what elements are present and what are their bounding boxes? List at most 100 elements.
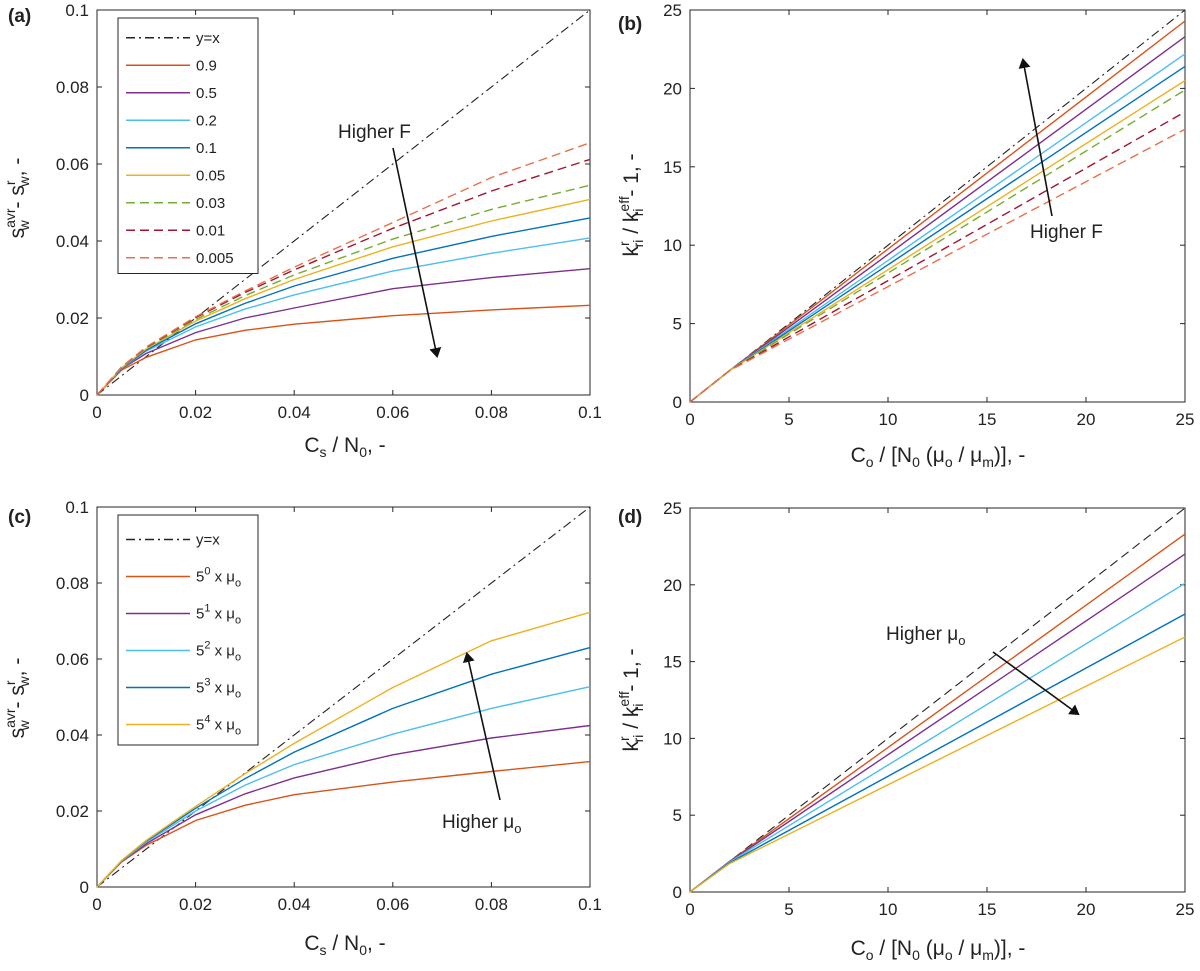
legend-label: 0.5 [196, 85, 217, 102]
x-tick-label: 0.08 [475, 403, 508, 422]
annotation-arrow-d [992, 651, 1080, 716]
x-tick-label: 15 [978, 900, 997, 919]
x-tick-label: 0.06 [376, 403, 409, 422]
y-tick-label: 0 [673, 393, 682, 412]
legend-label: 50 x μo [196, 566, 241, 590]
x-tick-label: 0.04 [278, 895, 311, 914]
x-tick-label: 20 [1077, 900, 1096, 919]
legend-label: 0.03 [196, 195, 225, 212]
y-axis-label-b: krri / keffri - 1, - [616, 153, 646, 256]
y-tick-label: 0.08 [56, 574, 89, 593]
series-line-0-9 [96, 304, 591, 396]
series-line-y-x [689, 507, 1186, 893]
y-tick-label: 0.1 [65, 1, 89, 20]
panel-label-d: (d) [618, 507, 642, 528]
x-tick-label: 0.06 [376, 895, 409, 914]
panel-d-chart: 0 5 10 15 20 25 0 5 10 15 20 25 [663, 499, 1194, 919]
y-tick-label: 20 [663, 79, 682, 98]
x-tick-label: 10 [879, 410, 898, 429]
y-tick-label: 5 [673, 806, 682, 825]
legend-label: 52 x μo [196, 640, 241, 664]
legend-label: y=x [196, 30, 220, 47]
annotation-arrow-b [1018, 58, 1053, 217]
series-line-0-5 [96, 268, 591, 396]
x-axis-label-c: Cs / N0, - [304, 932, 385, 958]
x-tick-label: 0 [92, 895, 101, 914]
panel-b-chart: 0 5 10 15 20 25 0 5 10 15 20 25 [663, 1, 1194, 429]
series-line-5-4-x-o [96, 611, 591, 888]
y-tick-label: 0.06 [56, 155, 89, 174]
x-axis-label-b: Co / [N0 (μo / μm)], - [851, 444, 1026, 470]
y-tick-label: 0.08 [56, 78, 89, 97]
series-line-0-005 [96, 142, 591, 396]
series-line-5-4-x-o [689, 636, 1186, 893]
legend-label: 0.1 [196, 140, 217, 157]
y-tick-label: 25 [663, 499, 682, 518]
y-tick-label: 15 [663, 653, 682, 672]
y-tick-label: 20 [663, 576, 682, 595]
legend-label: y=x [196, 532, 220, 549]
y-tick-label: 0.06 [56, 650, 89, 669]
x-tick-label: 0.02 [179, 895, 212, 914]
x-tick-label: 20 [1077, 410, 1096, 429]
x-tick-label: 10 [879, 900, 898, 919]
panel-c-chart: 0 0.02 0.04 0.06 0.08 0.1 0 0.02 0.04 0.06 0.08 0.1… [56, 498, 602, 914]
series-line-0-005 [689, 128, 1186, 403]
x-tick-label: 0 [92, 403, 101, 422]
panel-label-c: (c) [8, 507, 31, 528]
legend-label: 0.005 [196, 250, 234, 267]
x-tick-label: 0.04 [278, 403, 311, 422]
x-tick-label: 0 [685, 900, 694, 919]
legend-label: 0.9 [196, 57, 217, 74]
y-tick-label: 0.02 [56, 802, 89, 821]
y-tick-label: 25 [663, 1, 682, 20]
x-tick-label: 0.08 [475, 895, 508, 914]
x-tick-label: 0.1 [578, 403, 602, 422]
series-line-y-x [96, 9, 591, 396]
y-tick-label: 0.04 [56, 232, 89, 251]
annotation-arrow-c [462, 652, 501, 801]
annotation-higher-mu-d: Higher μo [886, 624, 965, 648]
panel-label-a: (a) [8, 6, 31, 27]
y-tick-label: 10 [663, 729, 682, 748]
x-tick-label: 25 [1176, 900, 1195, 919]
annotation-higher-f-b: Higher F [1030, 222, 1103, 243]
x-tick-label: 0.1 [578, 895, 602, 914]
y-tick-label: 0 [673, 883, 682, 902]
x-tick-label: 25 [1176, 410, 1195, 429]
x-axis-label-d: Co / [N0 (μo / μm)], - [851, 937, 1026, 963]
y-tick-label: 0 [80, 386, 89, 405]
legend-label: 0.05 [196, 167, 225, 184]
y-tick-label: 5 [673, 315, 682, 334]
series-line-y-x [689, 9, 1186, 403]
x-tick-label: 15 [978, 410, 997, 429]
x-tick-label: 5 [784, 900, 793, 919]
legend: y=x 0.9 0.5 0.2 0.1 0.05 0.03 0.01 0.005 [117, 17, 259, 274]
x-tick-label: 0.02 [179, 403, 212, 422]
legend-label: 51 x μo [196, 603, 241, 627]
legend-label: 54 x μo [196, 714, 241, 738]
y-tick-label: 0.02 [56, 309, 89, 328]
y-tick-label: 0.04 [56, 726, 89, 745]
y-tick-label: 0.1 [65, 498, 89, 517]
annotation-higher-mu-c: Higher μo [442, 812, 521, 836]
x-tick-label: 5 [784, 410, 793, 429]
legend-label: 0.2 [196, 112, 217, 129]
panel-label-b: (b) [618, 14, 642, 35]
annotation-arrow-a [392, 147, 442, 358]
legend-label: 53 x μo [196, 677, 241, 701]
y-tick-label: 0 [80, 878, 89, 897]
panel-a-chart: 0 0.02 0.04 0.06 0.08 0.1 0 0.02 0.04 0.06 0.08 0.1… [56, 1, 602, 422]
y-axis-label-c: savrw - srw, - [2, 658, 32, 739]
x-axis-label-a: Cs / N0, - [304, 434, 385, 460]
legend-label: 0.01 [196, 222, 225, 239]
legend: y=x 50 x μo 51 x μo 52 x μo 53 x μo 54 x μo [117, 514, 259, 746]
annotation-higher-f-a: Higher F [338, 122, 411, 143]
x-tick-label: 0 [685, 410, 694, 429]
y-axis-label-d: krri / keffri - 1, - [616, 648, 646, 751]
y-axis-label-a: savrw - srw, - [2, 158, 32, 239]
y-tick-label: 15 [663, 158, 682, 177]
y-tick-label: 10 [663, 236, 682, 255]
legend-box [117, 17, 259, 274]
